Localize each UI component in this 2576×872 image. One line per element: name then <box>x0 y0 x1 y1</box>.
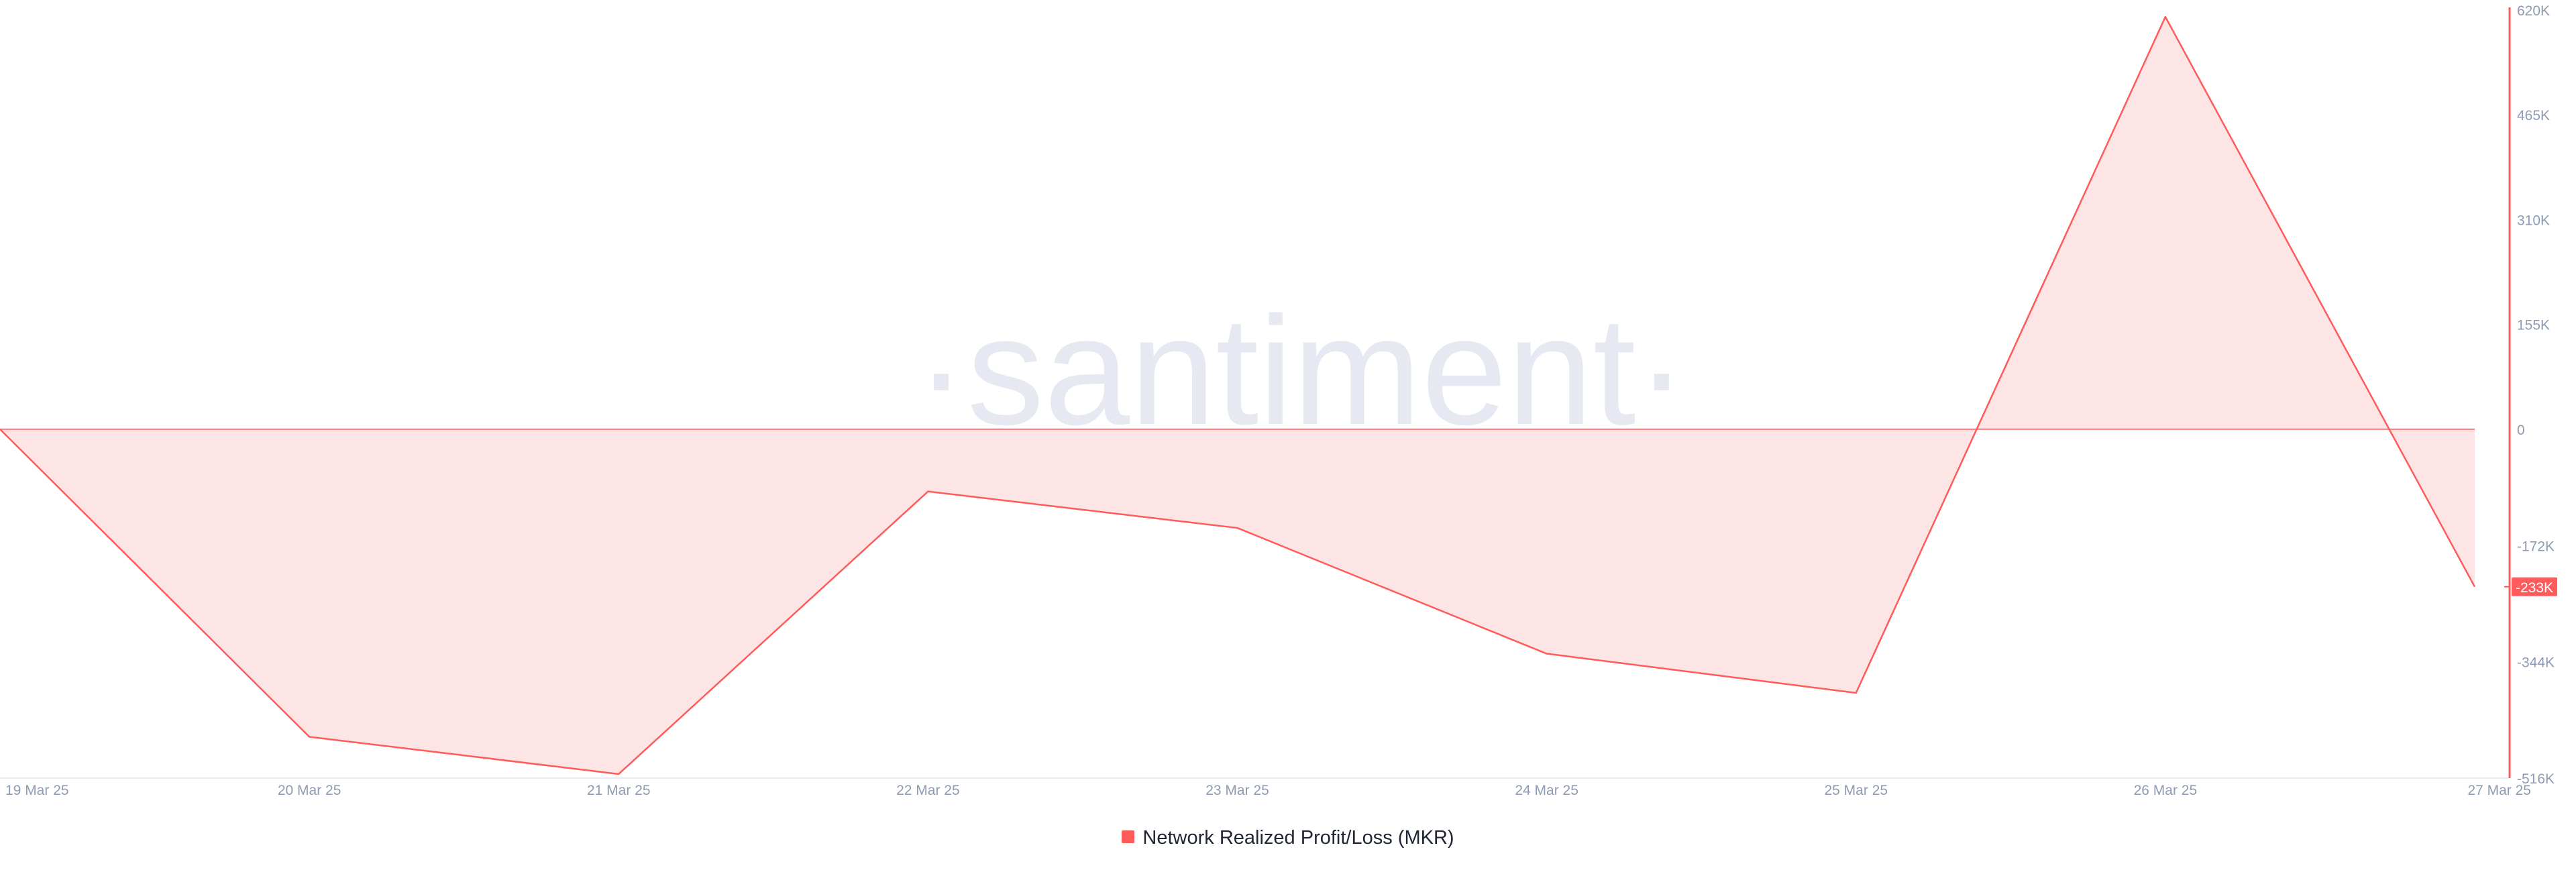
y-tick-label: 155K <box>2517 318 2550 333</box>
legend-swatch <box>1122 830 1135 843</box>
x-tick-label: 26 Mar 25 <box>2134 783 2198 798</box>
watermark: ·santiment· <box>916 284 1687 457</box>
y-tick-label: 310K <box>2517 213 2550 228</box>
x-tick-label: 20 Mar 25 <box>278 783 341 798</box>
legend-label: Network Realized Profit/Loss (MKR) <box>1142 826 1454 849</box>
series-area <box>0 17 2475 774</box>
y-tick-label: -516K <box>2517 771 2555 787</box>
x-tick-label: 22 Mar 25 <box>896 783 960 798</box>
x-tick-label: 21 Mar 25 <box>587 783 651 798</box>
series-line-layer <box>0 15 2476 775</box>
y-tick-label: 620K <box>2517 3 2550 19</box>
axis-layer: 620K 465K 310K 155K 0 -172K -344K -516K 19 Mar 2… <box>0 3 2557 798</box>
y-tick-label: 465K <box>2517 108 2550 123</box>
y-tick-label: 0 <box>2517 423 2525 438</box>
last-value-badge <box>2512 577 2557 596</box>
last-value-label: -233K <box>2516 580 2553 596</box>
legend[interactable]: Network Realized Profit/Loss (MKR) <box>0 826 2576 849</box>
y-tick-label: -344K <box>2517 655 2555 671</box>
x-tick-label: 25 Mar 25 <box>1824 783 1888 798</box>
area-layer <box>0 17 2475 774</box>
x-tick-label: 19 Mar 25 <box>5 783 69 798</box>
x-tick-label: 24 Mar 25 <box>1515 783 1578 798</box>
x-tick-label: 23 Mar 25 <box>1205 783 1269 798</box>
y-tick-label: -172K <box>2517 539 2555 554</box>
x-tick-label: 27 Mar 25 <box>2467 783 2531 798</box>
